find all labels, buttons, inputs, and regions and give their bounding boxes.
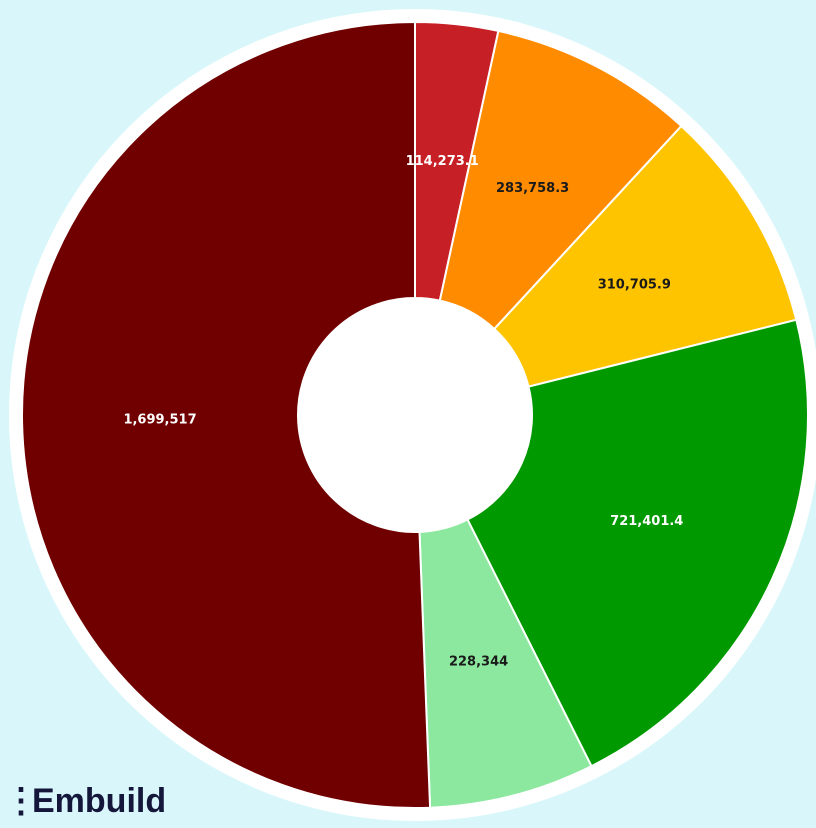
data-label: 228,344 <box>449 654 508 669</box>
menu-icon[interactable]: ⋮ <box>4 782 38 820</box>
data-label: 283,758.3 <box>496 181 569 196</box>
donut-hole <box>298 298 532 532</box>
slices <box>21 20 809 809</box>
labels: 114,273.1 283,758.3 310,705.9 721,401.4 228,… <box>123 154 683 669</box>
footer-label: Embuild <box>32 782 166 820</box>
data-label: 721,401.4 <box>610 514 683 529</box>
data-label: 114,273.1 <box>406 154 479 169</box>
data-label: 1,699,517 <box>123 412 196 427</box>
data-label: 310,705.9 <box>598 277 671 292</box>
